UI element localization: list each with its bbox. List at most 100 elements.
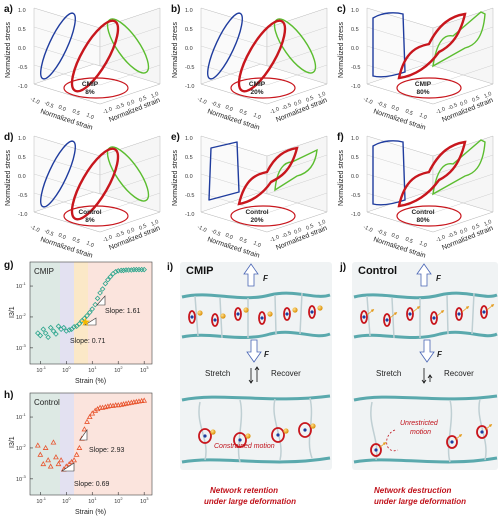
motion-arrow-icon [366,308,375,316]
schematic-j-bg [352,262,498,470]
green-projection-curve [432,139,486,196]
x-tick: -0.5 [376,228,387,237]
axle-bead-icon [408,312,412,316]
axle-bead-icon [190,315,194,319]
z-tick: -0.5 [185,193,194,199]
force-down-arrow-icon-j [419,339,435,363]
axle-bead-icon [310,310,314,314]
z-tick: -1.0 [185,212,194,218]
blue-projection-curve [372,140,406,206]
data-point [42,330,49,336]
strain-amplitude: 80% [416,217,429,224]
motion-arrow-icon [378,441,387,449]
stretch-label-i: Stretch [205,369,230,378]
ring-icon [258,311,266,325]
equilibrium-arrows-icon-j [421,368,433,384]
stretched-network-j [353,291,498,339]
data-point [92,301,98,308]
y-tick: 1.0 [150,91,159,100]
y-tick: 10-3 [16,474,26,483]
x-axis-label: Normalized strain [206,236,260,260]
blue-projection-curve [40,12,76,80]
axle-bead-icon [303,428,307,432]
y-tick: -1.0 [435,106,446,115]
force-label-top-i: F [263,274,269,283]
stopper-ball-icon [267,311,273,317]
stopper-ball-icon [197,310,203,316]
x-tick: 0.5 [71,236,80,245]
plot-g: g) CMIP Slope: 1.61 Slope: 0.71 ★ I3/1 S… [4,260,153,385]
y-tick: 10-1 [16,412,26,421]
axle-bead-icon [457,312,461,316]
x-tick: 100 [62,496,71,505]
plot-h-ylabel: I3/1 [9,436,16,448]
data-point [94,295,101,302]
ring-icon [383,313,391,327]
schematic-j: j) Control F F Stretch Recover Unrestric… [339,262,498,506]
data-point [55,323,62,330]
panel-label-g: g) [4,260,13,271]
plot-g-points [35,266,147,341]
x-tick: -1.0 [196,96,207,105]
x-tick: 103 [140,365,149,374]
red-lissajous-curve [237,146,299,206]
y-tick: -1.0 [269,234,280,243]
y-tick: 10-2 [16,443,26,452]
blue-projection-curve [207,12,243,80]
y-tick: 10-3 [16,343,26,352]
data-point [55,460,62,467]
ring-icon [476,425,488,439]
x-tick: 1.0 [252,240,261,249]
plot-g-slope-low: Slope: 0.71 [70,338,106,345]
z-axis-label: Normalized stress [5,21,12,78]
z-tick: 0.5 [18,27,26,33]
force-up-arrow-icon [243,263,259,287]
strain-amplitude: 80% [416,89,429,96]
motion-arrow-icon [461,305,470,313]
x-tick: 1.0 [85,112,94,121]
y-tick: 0.5 [305,223,314,232]
x-axis-label: Normalized strain [39,108,93,132]
x-tick: 0.0 [390,104,399,113]
z-tick: 0.0 [185,174,193,180]
axle-bead-icon [260,316,264,320]
x-tick: -1.0 [196,224,207,233]
motion-arrow-icon [412,305,421,313]
stopper-ball-icon [245,433,251,439]
axle-bead-icon [285,312,289,316]
green-projection-curve [106,18,150,74]
motion-arrow-icon [484,423,493,431]
data-point [107,273,114,280]
axle-bead-icon [203,434,207,438]
red-lissajous-curve [397,140,467,208]
data-point [105,276,111,283]
x-tick: -0.5 [43,100,54,109]
motion-arrow-icon [389,311,398,319]
blue-projection-curve [40,140,76,208]
y-tick: 0.0 [293,227,302,236]
data-point [112,268,119,275]
ring-icon [360,310,368,324]
ring-icon [430,311,438,325]
y-tick: -0.5 [281,230,292,239]
y-tick: -1.0 [102,234,113,243]
y-tick: -0.5 [447,102,458,111]
schematic-j-title: Control [358,265,397,277]
sample-name: CMIP [82,81,99,88]
y-tick: 0.5 [471,223,480,232]
data-point [50,328,57,334]
region-transition [74,262,88,364]
y-tick: -0.5 [114,230,125,239]
plot-h: h) Control Slope: 2.93 Slope: 0.69 I3/1 … [4,390,153,516]
x-tick: 1.0 [85,240,94,249]
x-tick: 0.0 [390,232,399,241]
z-tick: 0.0 [351,174,359,180]
stopper-ball-icon [310,423,316,429]
red-lissajous-curve [70,147,120,221]
z-tick: 0.0 [18,46,26,52]
z-tick: 1.0 [185,136,193,142]
y-tick: 0.5 [471,95,480,104]
